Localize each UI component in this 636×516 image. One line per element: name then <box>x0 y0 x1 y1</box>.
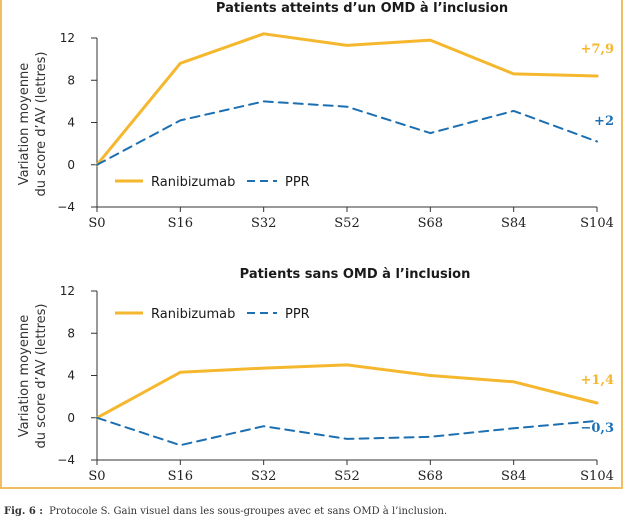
x-tick-label: S84 <box>501 469 526 484</box>
end-value-label: +7,9 <box>580 42 614 57</box>
y-axis-label-line-1: Variation moyenne <box>17 63 32 186</box>
x-tick-label: S32 <box>251 469 276 484</box>
end-value-label: +1,4 <box>580 373 614 388</box>
x-tick-label: S52 <box>334 469 359 484</box>
y-tick-label: −4 <box>57 453 75 467</box>
legend-label-ranibizumab: Ranibizumab <box>151 307 235 322</box>
x-tick-label: S104 <box>580 216 614 231</box>
x-tick-label: S52 <box>334 216 359 231</box>
x-tick-label: S32 <box>251 216 276 231</box>
x-tick-label: S68 <box>418 469 443 484</box>
series-line-ppr <box>96 100 598 166</box>
legend-label-ranibizumab: Ranibizumab <box>151 175 235 190</box>
end-value-label: −0,3 <box>580 421 614 436</box>
y-tick-label: 4 <box>67 116 75 130</box>
x-tick-label: S68 <box>418 216 443 231</box>
y-axis-label-line-2: du score d’AV (lettres) <box>34 304 49 449</box>
y-tick-label: 0 <box>67 158 75 172</box>
y-tick-label: 12 <box>60 284 75 298</box>
series-line-ppr <box>96 416 598 447</box>
chart-panel-omd: Patients atteints d’un OMD à l’inclusion… <box>17 1 614 231</box>
caption-prefix: Fig. 6 : <box>4 506 43 516</box>
x-tick-label: S0 <box>88 469 105 484</box>
x-tick-label: S16 <box>168 216 193 231</box>
y-axis-label-line-2: du score d’AV (lettres) <box>34 52 49 197</box>
x-tick-label: S104 <box>580 469 614 484</box>
figure-caption: Fig. 6 : Protocole S. Gain visuel dans l… <box>4 506 447 516</box>
y-axis-label-line-1: Variation moyenne <box>17 315 32 438</box>
chart-title: Patients atteints d’un OMD à l’inclusion <box>216 1 508 16</box>
legend-label-ppr: PPR <box>285 175 310 190</box>
y-tick-label: 12 <box>60 31 75 45</box>
x-tick-label: S84 <box>501 216 526 231</box>
x-tick-label: S16 <box>168 469 193 484</box>
caption-text: Protocole S. Gain visuel dans les sous-g… <box>49 506 447 516</box>
y-tick-label: 8 <box>67 73 75 87</box>
x-tick-label: S0 <box>88 216 105 231</box>
end-value-label: +2 <box>594 114 614 129</box>
y-tick-label: 0 <box>67 411 75 425</box>
figure-frame <box>0 0 623 489</box>
y-tick-label: 4 <box>67 369 75 383</box>
legend-label-ppr: PPR <box>285 307 310 322</box>
y-tick-label: −4 <box>57 200 75 214</box>
y-tick-label: 8 <box>67 326 75 340</box>
chart-title: Patients sans OMD à l’inclusion <box>240 267 471 282</box>
series-line-ranibizumab <box>95 363 599 420</box>
chart-panel-no-omd: Patients sans OMD à l’inclusion Variatio… <box>17 267 614 484</box>
series-line-ranibizumab <box>95 32 599 167</box>
